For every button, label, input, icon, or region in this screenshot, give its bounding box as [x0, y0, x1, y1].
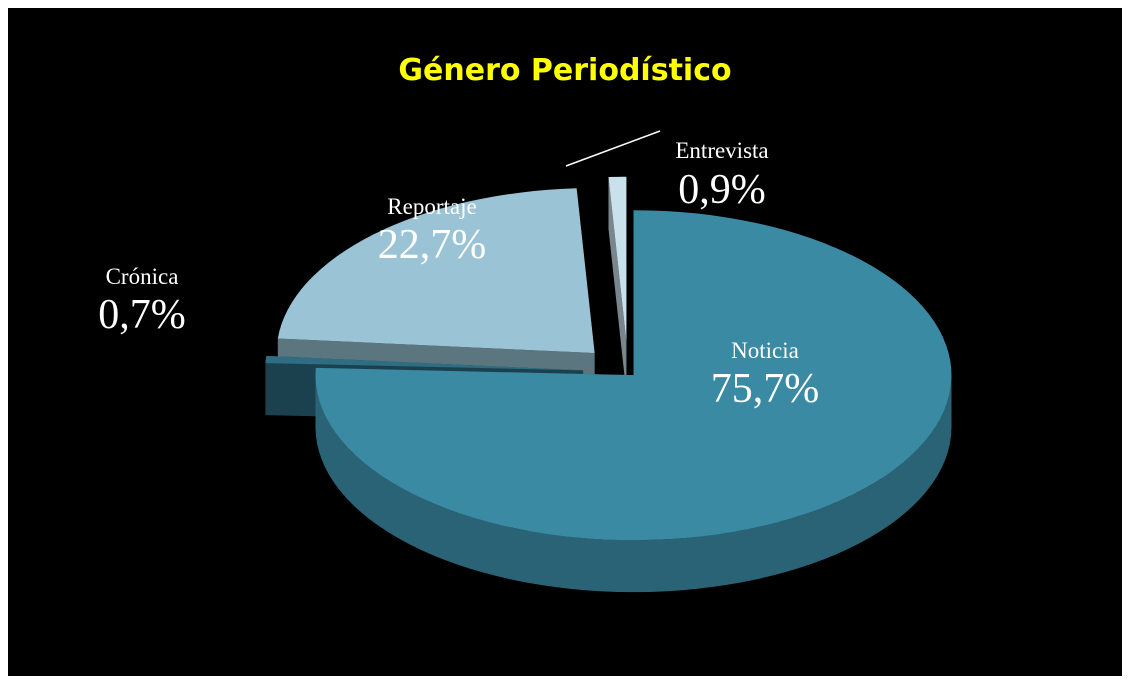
- leader-line: [565, 130, 661, 167]
- slice-label: Entrevista: [675, 138, 768, 163]
- slice: [315, 210, 952, 541]
- slice: [608, 176, 627, 342]
- chart-title: Género Periodístico: [398, 53, 731, 88]
- data-label: 0,9%: [678, 167, 766, 213]
- slice-side: [315, 375, 952, 593]
- slice-label: Crónica: [106, 264, 179, 289]
- slice-label: Noticia: [731, 338, 799, 363]
- slice: [265, 355, 584, 371]
- slice: [277, 188, 595, 354]
- data-label: 75,7%: [711, 366, 820, 412]
- slice-wall: [608, 177, 627, 394]
- data-label: 22,7%: [378, 222, 487, 268]
- slice-label: Reportaje: [387, 194, 476, 219]
- data-label: 0,7%: [98, 292, 186, 338]
- pie: [265, 176, 952, 593]
